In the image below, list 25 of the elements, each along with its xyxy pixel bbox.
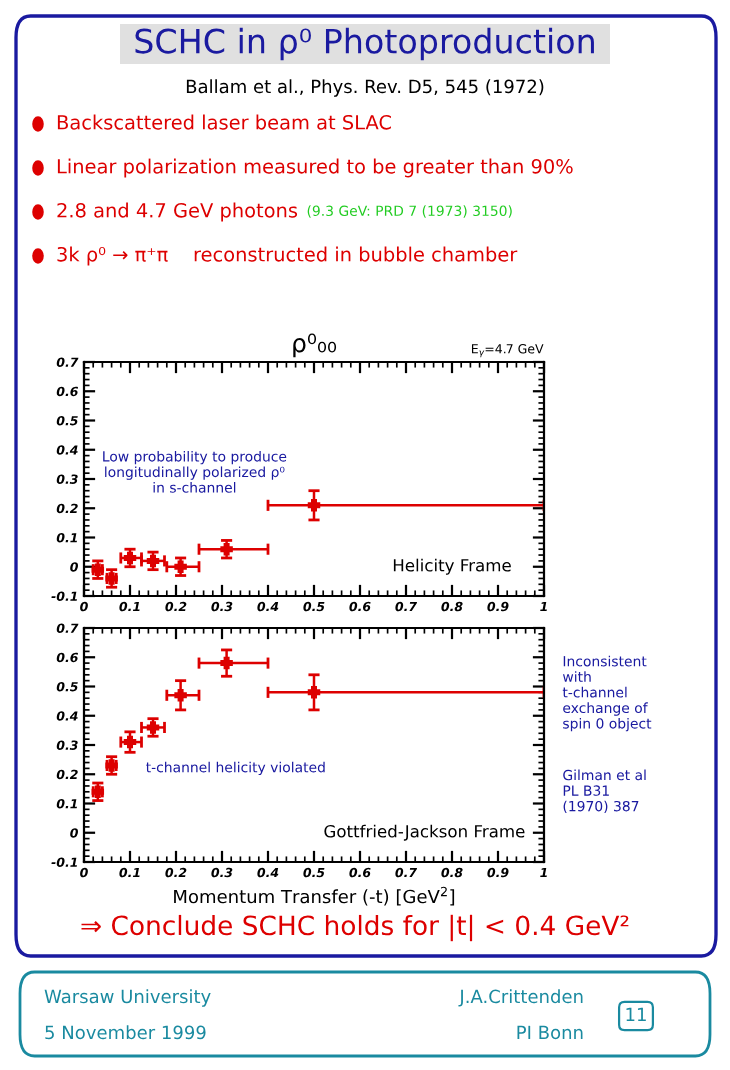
point bbox=[174, 689, 187, 702]
point bbox=[123, 551, 137, 565]
text: SCHC in ρ⁰ Photoproduction bbox=[135, 27, 594, 61]
text: J.A.Crittenden bbox=[458, 989, 583, 1007]
point bbox=[220, 656, 233, 670]
point bbox=[123, 735, 137, 749]
annotation: Helicity Frame bbox=[393, 558, 511, 575]
text: PI Bonn bbox=[517, 1025, 583, 1040]
point bbox=[307, 499, 321, 512]
text: 3k ρ⁰ → π⁺π reconstructed in bubble chamber bbox=[57, 246, 518, 266]
x-axis-title: Momentum Transfer (-t) [GeV$^{2}$] bbox=[174, 886, 455, 906]
text: ⇒ Conclude SCHC holds for |t| < 0.4 GeV² bbox=[81, 914, 629, 942]
text: 5 November 1999 bbox=[45, 1025, 206, 1040]
text: 11 bbox=[626, 1007, 646, 1021]
text: Backscattered laser beam at SLAC bbox=[57, 114, 391, 130]
point bbox=[174, 560, 187, 573]
text: Linear polarization measured to be greater than 90% bbox=[57, 158, 573, 178]
annotation: Gottfried-Jackson Frame bbox=[324, 824, 525, 841]
point bbox=[146, 554, 160, 568]
point bbox=[307, 686, 321, 699]
chart-title: ρ⁰₀₀ bbox=[293, 333, 337, 358]
text: Ballam et al., Phys. Rev. D5, 545 (1972) bbox=[186, 79, 544, 97]
point bbox=[220, 542, 233, 556]
text: 2.8 and 4.7 GeV photons bbox=[57, 202, 298, 222]
text: Warsaw University bbox=[44, 989, 211, 1007]
